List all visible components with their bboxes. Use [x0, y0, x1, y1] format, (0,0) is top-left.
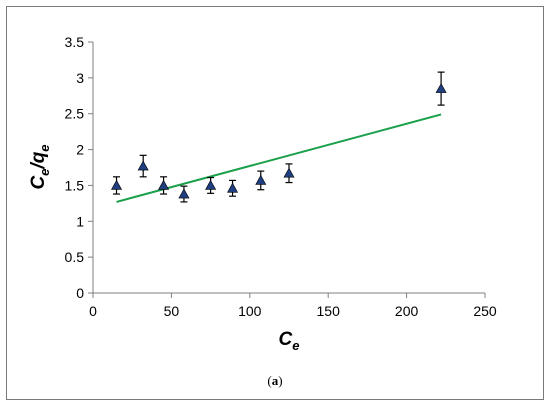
y-axis-title: Ce/qe	[28, 144, 52, 189]
y-tick-label: 1	[76, 213, 84, 229]
triangle-marker	[137, 160, 149, 171]
triangle-marker	[255, 174, 267, 185]
data-point	[111, 176, 123, 195]
triangle-marker	[283, 167, 295, 178]
y-tick-label: 1.5	[65, 177, 85, 193]
x-tick-label: 150	[317, 303, 341, 319]
x-tick-label: 0	[89, 303, 97, 319]
y-axis-ticks: 0 0.5 1 1.5 2 2.5 3 3.5	[65, 34, 93, 301]
y-tick-label: 0	[76, 285, 84, 301]
data-point	[255, 170, 267, 191]
triangle-marker	[158, 179, 170, 190]
y-tick-label: 0.5	[65, 249, 85, 265]
data-point	[137, 154, 149, 178]
data-point	[205, 176, 217, 194]
triangle-marker	[111, 179, 123, 190]
x-tick-label: 200	[395, 303, 419, 319]
data-point	[435, 71, 447, 106]
data-point	[283, 163, 295, 184]
fit-line-layer	[116, 113, 442, 203]
data-points-layer	[111, 71, 447, 203]
data-point	[178, 185, 190, 203]
figure-caption: (a)	[267, 373, 282, 388]
y-tick-label: 3	[76, 70, 84, 86]
triangle-marker	[435, 82, 447, 93]
y-tick-label: 3.5	[65, 34, 85, 50]
triangle-marker	[205, 179, 217, 190]
triangle-marker	[227, 182, 239, 193]
y-tick-label: 2	[76, 142, 84, 158]
plot-area	[92, 42, 485, 294]
x-tick-label: 100	[238, 303, 262, 319]
data-point	[158, 176, 170, 195]
x-axis-ticks: 0 50 100 150 200 250	[89, 293, 497, 319]
x-tick-label: 250	[473, 303, 497, 319]
data-point	[227, 179, 239, 197]
y-tick-label: 2.5	[65, 106, 85, 122]
x-tick-label: 50	[164, 303, 180, 319]
chart-frame	[6, 6, 544, 400]
triangle-marker	[178, 188, 190, 199]
fit-line	[116, 113, 442, 203]
x-axis-title: Ce	[279, 329, 300, 353]
